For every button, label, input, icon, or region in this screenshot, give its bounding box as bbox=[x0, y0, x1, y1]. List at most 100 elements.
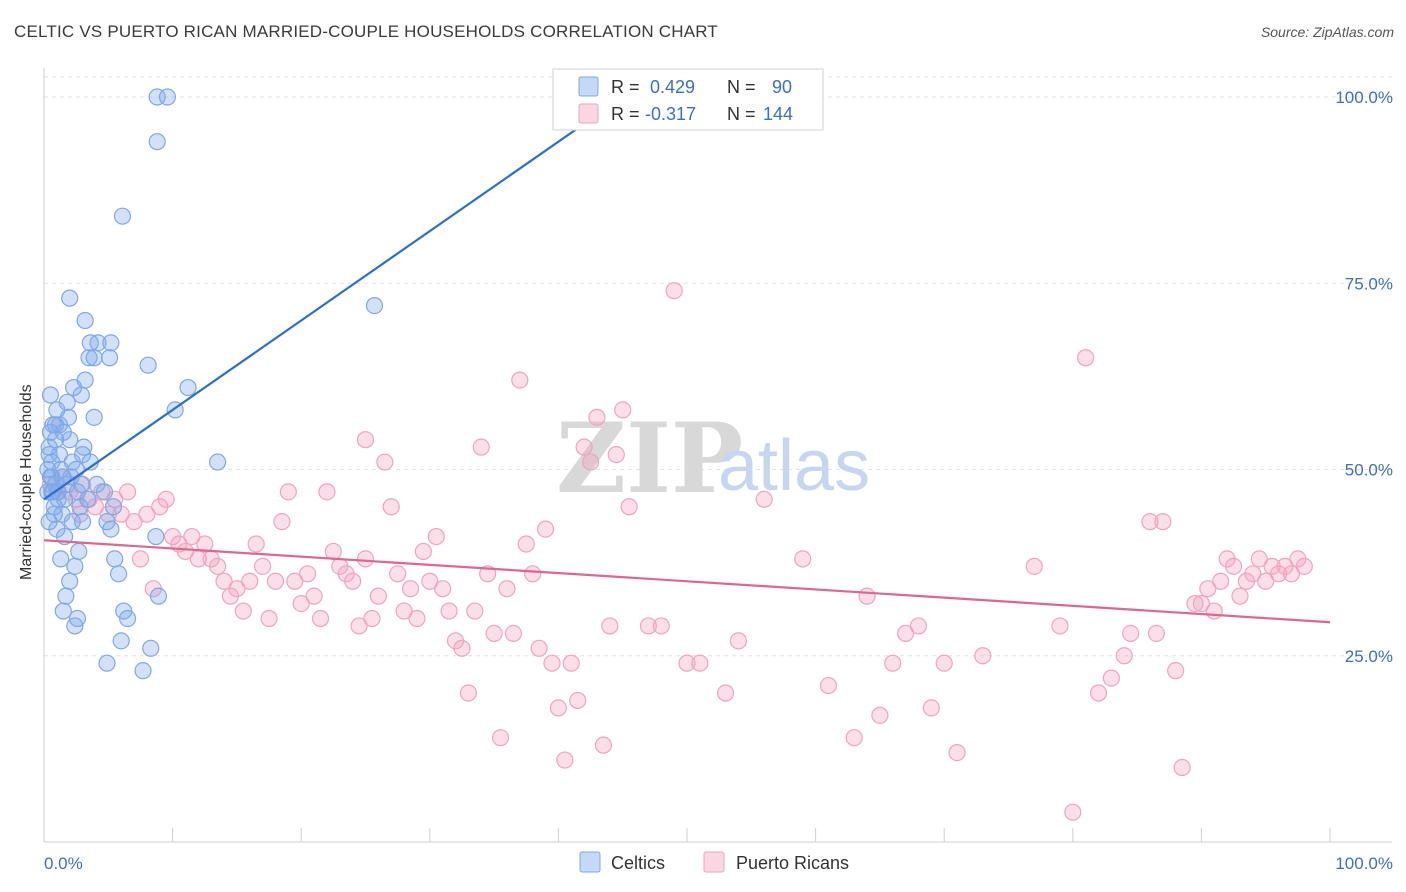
data-point bbox=[142, 639, 160, 657]
data-point bbox=[76, 371, 94, 389]
data-point bbox=[614, 401, 632, 419]
data-point bbox=[356, 431, 375, 449]
data-point bbox=[39, 460, 57, 479]
data-point bbox=[504, 624, 522, 643]
data-point bbox=[935, 654, 953, 672]
data-point bbox=[794, 550, 812, 568]
data-point bbox=[1186, 594, 1204, 613]
data-point bbox=[54, 602, 72, 620]
legend-r-label: R = bbox=[611, 77, 640, 97]
data-point bbox=[318, 483, 336, 501]
data-point bbox=[922, 699, 940, 717]
trend-line-celtics bbox=[43, 96, 624, 501]
legend-n-label: N = bbox=[727, 77, 756, 97]
data-point bbox=[241, 572, 259, 590]
data-point bbox=[459, 684, 477, 702]
series-puerto-ricans bbox=[41, 282, 1313, 821]
bottom-legend-label-puerto-ricans: Puerto Ricans bbox=[736, 853, 849, 873]
source-label: Source: ZipAtlas.com bbox=[1260, 24, 1394, 40]
data-point bbox=[260, 609, 278, 628]
data-point bbox=[118, 483, 137, 501]
data-point bbox=[691, 654, 709, 672]
legend-r-value: -0.317 bbox=[645, 104, 696, 124]
data-point bbox=[112, 632, 130, 650]
data-point bbox=[1244, 565, 1262, 583]
data-point bbox=[845, 729, 863, 747]
data-point bbox=[536, 520, 555, 538]
grid bbox=[44, 76, 1392, 657]
data-point bbox=[1141, 513, 1159, 531]
data-point bbox=[1205, 602, 1223, 620]
data-point bbox=[73, 446, 92, 464]
data-point bbox=[1295, 557, 1313, 575]
data-point bbox=[511, 371, 529, 389]
data-point bbox=[1192, 594, 1211, 613]
data-point bbox=[70, 542, 88, 561]
watermark-atlas: atlas bbox=[718, 426, 870, 506]
data-point bbox=[176, 542, 195, 561]
data-point bbox=[729, 632, 748, 650]
data-point bbox=[716, 684, 735, 702]
data-point bbox=[1231, 587, 1249, 605]
data-point bbox=[196, 535, 214, 553]
data-point bbox=[254, 557, 272, 575]
legend-n-value: 90 bbox=[772, 77, 792, 97]
data-point bbox=[434, 580, 452, 598]
data-point bbox=[292, 594, 310, 613]
data-point bbox=[234, 602, 252, 620]
data-point bbox=[88, 475, 106, 493]
data-point bbox=[1077, 349, 1095, 367]
data-point bbox=[1199, 580, 1217, 598]
chart-title: CELTIC VS PUERTO RICAN MARRIED-COUPLE HO… bbox=[14, 22, 719, 41]
data-point bbox=[100, 349, 119, 367]
data-point bbox=[209, 557, 227, 575]
data-point bbox=[102, 520, 120, 538]
data-point bbox=[408, 609, 426, 628]
data-point bbox=[369, 587, 387, 605]
data-point bbox=[134, 662, 152, 680]
data-point bbox=[897, 624, 915, 643]
data-point bbox=[1115, 647, 1133, 665]
data-point bbox=[1051, 617, 1069, 635]
x-tick-labels: 0.0% 100.0% bbox=[44, 854, 1393, 873]
data-point bbox=[273, 513, 291, 531]
data-point bbox=[158, 88, 177, 106]
data-point bbox=[1064, 803, 1082, 821]
data-point bbox=[376, 453, 394, 471]
watermark-zip: ZIP bbox=[556, 402, 743, 515]
data-point bbox=[569, 691, 587, 710]
data-point bbox=[79, 490, 97, 508]
data-point bbox=[57, 587, 75, 605]
data-point bbox=[543, 654, 561, 672]
data-point bbox=[1089, 684, 1108, 702]
data-point bbox=[228, 580, 246, 598]
data-point bbox=[80, 349, 98, 367]
bottom-legend: Celtics Puerto Ricans bbox=[579, 851, 849, 873]
data-point bbox=[652, 617, 670, 635]
data-point bbox=[118, 609, 137, 628]
data-point bbox=[414, 542, 432, 561]
data-point bbox=[819, 676, 838, 695]
data-point bbox=[1102, 669, 1120, 687]
data-point bbox=[52, 550, 70, 568]
data-point bbox=[395, 602, 413, 620]
data-points bbox=[39, 88, 1313, 821]
data-point bbox=[68, 609, 87, 628]
bottom-legend-swatch-celtics bbox=[579, 851, 601, 873]
data-point bbox=[66, 557, 84, 575]
data-point bbox=[466, 602, 484, 620]
data-point bbox=[215, 572, 233, 590]
data-point bbox=[485, 624, 503, 643]
legend-n-label: N = bbox=[727, 104, 756, 124]
data-point bbox=[299, 565, 317, 583]
data-point bbox=[63, 513, 81, 531]
axes bbox=[43, 68, 1392, 843]
data-point bbox=[138, 505, 156, 523]
data-point bbox=[389, 565, 407, 583]
data-point bbox=[179, 378, 197, 397]
legend-swatch-celtics bbox=[578, 76, 599, 97]
data-point bbox=[98, 654, 116, 672]
data-point bbox=[620, 498, 638, 516]
y-tick-label: 75.0% bbox=[1345, 274, 1393, 293]
